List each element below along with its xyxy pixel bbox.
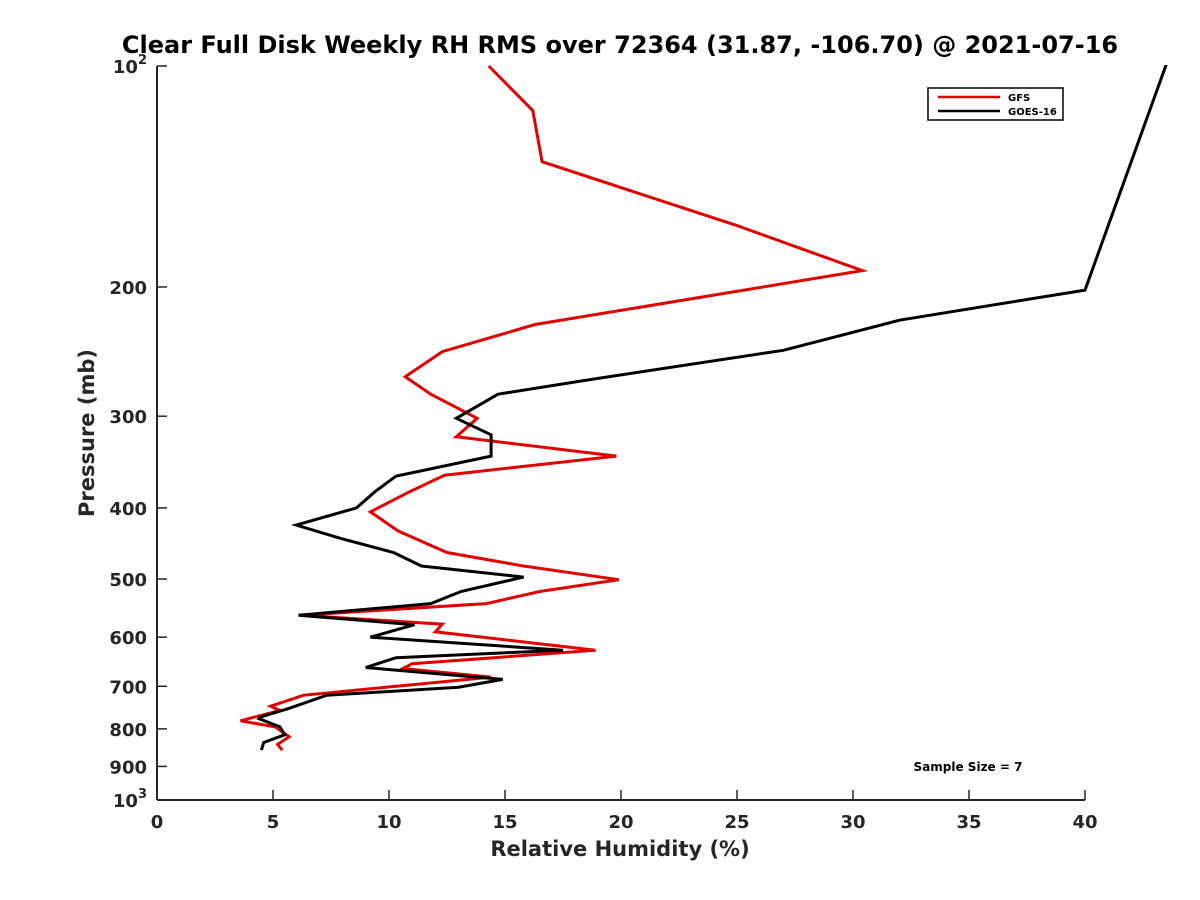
series-line-gfs bbox=[240, 64, 869, 752]
legend-label-goes16: GOES-16 bbox=[1008, 107, 1057, 118]
y-tick-label: 800 bbox=[109, 720, 147, 741]
y-tick-label: 200 bbox=[109, 278, 147, 299]
y-axis-label: Pressure (mb) bbox=[75, 349, 99, 517]
x-tick-label: 10 bbox=[376, 812, 401, 833]
x-tick-label: 0 bbox=[151, 812, 164, 833]
y-ticks: 102 200 300 400 500 600 700 800 900 103 bbox=[109, 53, 167, 812]
y-tick-label: 400 bbox=[109, 499, 147, 520]
y-tick-label: 900 bbox=[109, 757, 147, 778]
y-tick-label: 500 bbox=[109, 570, 147, 591]
y-tick-label: 700 bbox=[109, 677, 147, 698]
plot-overflow-mask bbox=[0, 0, 1200, 65]
y-tick-label: 102 bbox=[113, 53, 147, 78]
sample-size-annotation: Sample Size = 7 bbox=[914, 760, 1023, 774]
y-tick-label: 600 bbox=[109, 628, 147, 649]
legend-label-gfs: GFS bbox=[1008, 93, 1030, 104]
y-tick-label: 300 bbox=[109, 407, 147, 428]
x-tick-label: 40 bbox=[1072, 812, 1097, 833]
x-tick-label: 5 bbox=[267, 812, 280, 833]
plot-lines bbox=[240, 31, 1180, 752]
series-line-goes16 bbox=[256, 31, 1180, 751]
legend-box bbox=[927, 87, 1064, 121]
y-tick-label: 103 bbox=[113, 787, 147, 812]
chart-title: Clear Full Disk Weekly RH RMS over 72364… bbox=[122, 31, 1118, 59]
x-tick-label: 20 bbox=[608, 812, 633, 833]
x-tick-label: 15 bbox=[492, 812, 517, 833]
x-axis-label: Relative Humidity (%) bbox=[490, 837, 749, 861]
x-ticks: 0 5 10 15 20 25 30 35 40 bbox=[151, 790, 1098, 833]
x-tick-label: 30 bbox=[840, 812, 865, 833]
x-tick-label: 25 bbox=[724, 812, 749, 833]
legend: GFS GOES-16 bbox=[927, 87, 1064, 121]
x-tick-label: 35 bbox=[956, 812, 981, 833]
